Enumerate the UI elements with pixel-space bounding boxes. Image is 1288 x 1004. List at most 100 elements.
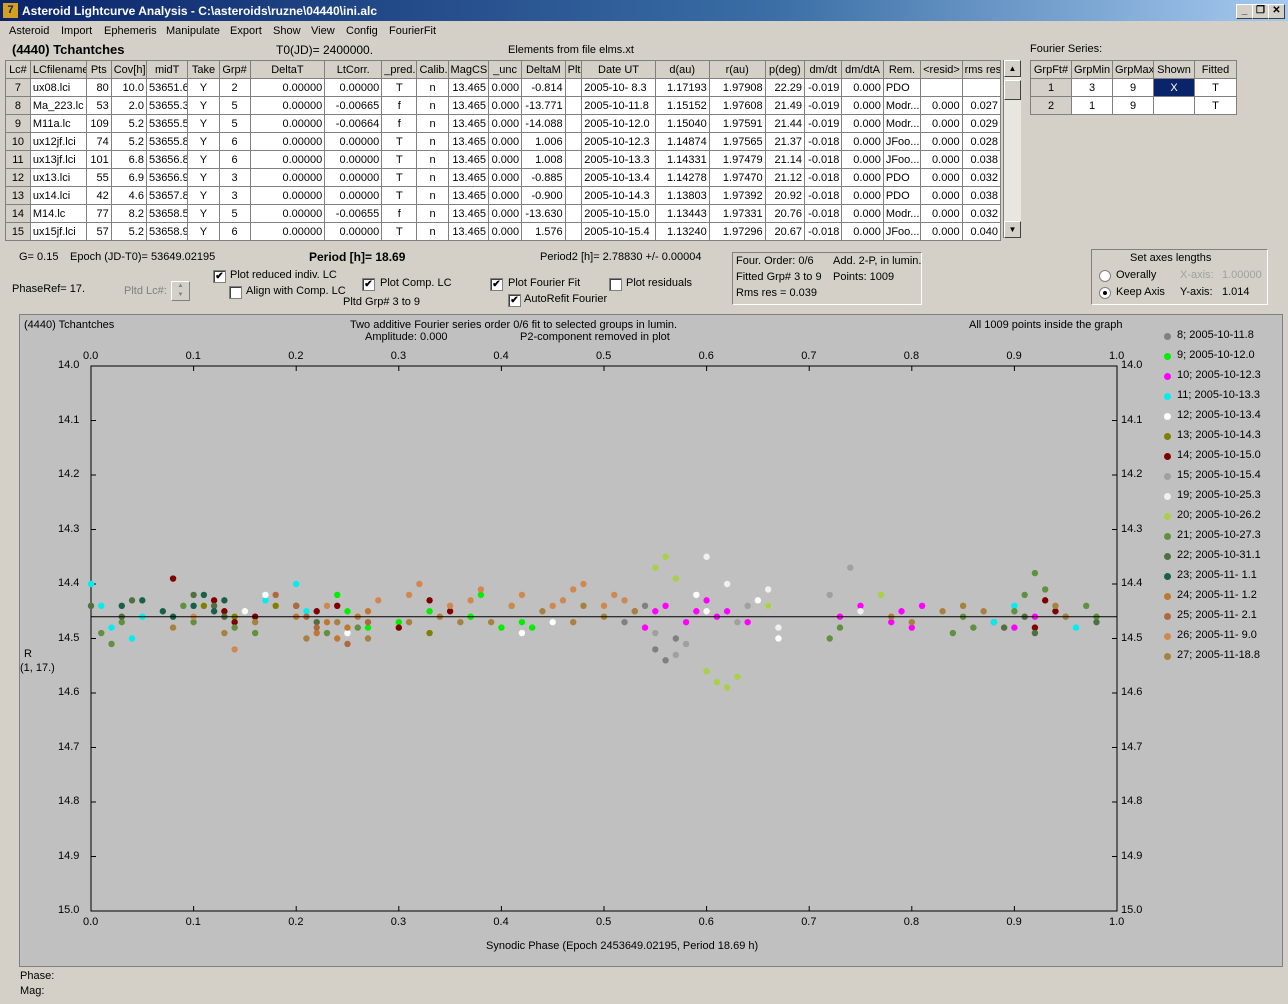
table-cell[interactable]: 0.000 [487,132,523,151]
table-cell[interactable]: -0.018 [804,204,843,223]
column-header[interactable]: dm/dt [804,60,843,79]
table-cell[interactable]: T [381,186,418,205]
table-cell[interactable]: 2005-10-15.4 [581,222,656,241]
fourier-cell[interactable]: 9 [1112,78,1154,97]
table-cell[interactable]: 53651.6 [145,78,189,97]
table-cell[interactable]: 15 [5,222,31,241]
table-cell[interactable]: T [381,78,418,97]
table-cell[interactable]: 21.14 [764,150,806,169]
table-cell[interactable]: 5 [218,114,251,133]
table-cell[interactable]: n [416,132,449,151]
table-cell[interactable]: 3 [218,168,251,187]
table-cell[interactable]: 0.000 [487,168,523,187]
scroll-down-icon[interactable]: ▼ [1004,221,1021,238]
column-header[interactable]: LCfilename [29,60,87,79]
table-cell[interactable] [564,96,583,115]
table-cell[interactable]: 21.12 [764,168,806,187]
table-cell[interactable] [564,204,583,223]
table-cell[interactable]: 0.00000 [324,78,383,97]
column-header[interactable]: r(au) [708,60,766,79]
table-cell[interactable]: 2005-10-12.0 [581,114,656,133]
table-cell[interactable]: JFoo... [882,132,922,151]
table-cell[interactable]: 2005-10-15.0 [581,204,656,223]
table-cell[interactable]: 12 [5,168,31,187]
table-cell[interactable]: -0.018 [804,222,843,241]
table-cell[interactable]: 22.29 [764,78,806,97]
table-cell[interactable] [564,114,583,133]
plot-reduced-checkbox[interactable]: ✔ [213,270,226,283]
table-cell[interactable]: 53658.5 [145,204,189,223]
table-cell[interactable]: 13.465 [447,168,489,187]
table-cell[interactable]: 0.000 [841,150,884,169]
table-cell[interactable]: 1.97908 [708,78,766,97]
table-row[interactable]: 11 ux13jf.lci 101 6.8 53656.8 Y 6 0.00000 0.0000… [5,150,1002,169]
table-cell[interactable]: 53 [85,96,112,115]
table-cell[interactable]: 0.00000 [324,150,383,169]
column-header[interactable]: LtCorr. [324,60,383,79]
table-cell[interactable]: -0.019 [804,78,843,97]
table-cell[interactable]: 53655.8 [145,132,189,151]
table-cell[interactable]: n [416,168,449,187]
table-cell[interactable]: n [416,204,449,223]
column-header[interactable]: rms res [961,60,1002,79]
fourier-cell[interactable]: T [1194,78,1237,97]
table-cell[interactable]: 13.465 [447,150,489,169]
menu-manipulate[interactable]: Manipulate [166,25,220,37]
table-cell[interactable]: 80 [85,78,112,97]
table-cell[interactable]: Modr... [882,204,922,223]
table-cell[interactable]: -0.885 [521,168,566,187]
table-cell[interactable]: 77 [85,204,112,223]
table-cell[interactable]: -0.900 [521,186,566,205]
table-cell[interactable]: 1.14278 [654,168,710,187]
table-cell[interactable]: 53655.5 [145,114,189,133]
table-cell[interactable]: 0.000 [920,168,963,187]
table-cell[interactable]: 6 [218,132,251,151]
table-cell[interactable]: ux13.lci [29,168,87,187]
menu-import[interactable]: Import [61,25,93,37]
table-cell[interactable] [564,222,583,241]
table-cell[interactable]: 0.00000 [249,78,326,97]
column-header[interactable]: <resid> [920,60,963,79]
table-cell[interactable]: 0.038 [961,150,1002,169]
table-cell[interactable]: 13 [5,186,31,205]
table-cell[interactable]: 0.000 [920,204,963,223]
table-cell[interactable]: 0.00000 [249,222,326,241]
table-cell[interactable]: 1.13443 [654,204,710,223]
column-header[interactable]: _unc [487,60,523,79]
table-cell[interactable]: 2005-10-13.4 [581,168,656,187]
table-cell[interactable]: 101 [85,150,112,169]
table-cell[interactable]: 6.8 [110,150,147,169]
table-cell[interactable]: ux14.lci [29,186,87,205]
table-cell[interactable]: JFoo... [882,222,922,241]
table-cell[interactable]: n [416,222,449,241]
table-cell[interactable]: 0.000 [487,96,523,115]
table-row[interactable]: 10 ux12jf.lci 74 5.2 53655.8 Y 6 0.00000 0.00000… [5,132,1002,151]
table-cell[interactable]: 0.000 [841,222,884,241]
table-cell[interactable]: 0.000 [920,96,963,115]
table-cell[interactable]: 1.006 [521,132,566,151]
table-cell[interactable]: 21.49 [764,96,806,115]
table-cell[interactable]: 0.040 [961,222,1002,241]
table-cell[interactable]: 2005-10-14.3 [581,186,656,205]
table-cell[interactable]: Y [187,132,220,151]
table-cell[interactable]: T [381,150,418,169]
table-cell[interactable]: 5.2 [110,114,147,133]
column-header[interactable]: Date UT [581,60,656,79]
table-cell[interactable]: 4.6 [110,186,147,205]
table-cell[interactable]: 6.9 [110,168,147,187]
table-cell[interactable]: 10.0 [110,78,147,97]
table-cell[interactable]: 0.00000 [324,222,383,241]
table-cell[interactable]: 5.2 [110,132,147,151]
minimize-button[interactable]: _ [1236,4,1253,19]
table-cell[interactable]: f [381,114,418,133]
table-cell[interactable]: 13.465 [447,96,489,115]
table-cell[interactable]: T [381,168,418,187]
table-cell[interactable] [920,78,963,97]
column-header[interactable]: Cov[h] [110,60,147,79]
table-cell[interactable]: 1.15040 [654,114,710,133]
table-cell[interactable]: 13.465 [447,114,489,133]
table-cell[interactable]: PDO [882,168,922,187]
